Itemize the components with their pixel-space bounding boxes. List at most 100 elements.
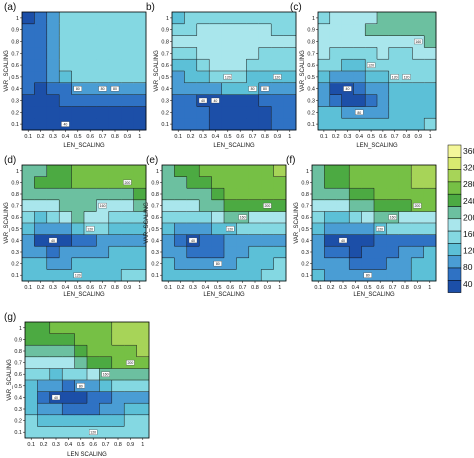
heat-cell xyxy=(374,165,387,177)
heat-cell xyxy=(99,322,113,334)
contour-label: 120 xyxy=(392,75,398,79)
heat-cell xyxy=(74,414,88,427)
heat-cell xyxy=(136,414,150,427)
heat-cell xyxy=(121,234,134,247)
heat-cell xyxy=(271,106,284,119)
heat-cell xyxy=(34,176,48,189)
heat-cell xyxy=(386,165,400,177)
heat-cell xyxy=(174,223,188,235)
colorbar-label: 160 xyxy=(463,229,474,239)
heat-cell xyxy=(84,234,97,247)
contour-label-box xyxy=(248,86,257,92)
heat-cell xyxy=(211,188,225,201)
y-ticks: 0.1 0.2 0.3 0.4 0.5 0.6 0.7 0.8 0.9 1 xyxy=(161,16,172,128)
y-tick-label: 1 xyxy=(16,16,19,22)
x-tick-label: 0.8 xyxy=(401,285,409,291)
heat-cell xyxy=(46,165,60,177)
x-tick-label: 0.2 xyxy=(37,134,45,140)
heat-cell xyxy=(84,188,97,201)
heat-cell xyxy=(377,59,390,72)
heat-cell xyxy=(336,188,350,201)
heat-cell xyxy=(46,23,60,36)
heat-cell xyxy=(186,176,200,189)
x-tick-label: 0.1 xyxy=(314,285,322,291)
heat-cell xyxy=(411,188,424,201)
heat-cell xyxy=(258,35,272,48)
heat-cell xyxy=(377,12,390,25)
heat-cell xyxy=(186,199,200,212)
heat-cell xyxy=(74,403,88,416)
heat-cell xyxy=(34,223,48,235)
heat-cell xyxy=(224,234,237,247)
x-tick-label: 0.8 xyxy=(403,134,411,140)
heat-cell xyxy=(84,94,97,107)
heat-cell xyxy=(283,118,297,131)
x-tick-label: 0.5 xyxy=(367,134,375,140)
heat-cell xyxy=(221,12,235,25)
heat-cell xyxy=(423,188,437,201)
heat-cell xyxy=(196,106,210,119)
heat-cell xyxy=(99,380,113,392)
heat-cell xyxy=(99,356,113,369)
y-ticks: 0.1 0.2 0.3 0.4 0.5 0.6 0.7 0.8 0.9 1 xyxy=(301,169,312,279)
heat-cell xyxy=(377,82,390,95)
heat-cell xyxy=(37,356,51,369)
y-ticks: 0.1 0.2 0.3 0.4 0.5 0.6 0.7 0.8 0.9 1 xyxy=(151,169,162,279)
heat-cell xyxy=(136,368,150,381)
heat-cell xyxy=(34,59,48,72)
panel-label: b) xyxy=(146,2,155,13)
heat-cell xyxy=(388,23,401,36)
colorbar-swatches xyxy=(447,144,462,293)
heat-cell xyxy=(411,176,424,189)
heat-cell xyxy=(234,71,247,84)
x-tick-label: 0.5 xyxy=(364,285,372,291)
x-tick-label: 0.8 xyxy=(114,442,122,448)
contour-label-box xyxy=(213,260,222,267)
heat-cell xyxy=(336,246,350,259)
heat-cell xyxy=(209,71,222,84)
heat-cell xyxy=(329,12,342,25)
y-tick-label: 0.9 xyxy=(11,28,19,34)
heat-cell xyxy=(224,211,237,224)
x-tick-label: 0.2 xyxy=(37,285,45,291)
heat-cell xyxy=(25,403,38,416)
heat-cell xyxy=(261,257,274,270)
y-axis-title: VAR_SCALING xyxy=(154,50,160,92)
heat-cell xyxy=(318,59,331,72)
heat-cell xyxy=(74,345,88,358)
contour-label: 160 xyxy=(390,216,396,220)
heat-cell xyxy=(111,356,125,369)
heat-cell xyxy=(336,165,350,177)
heat-cell xyxy=(172,118,185,131)
heat-cell xyxy=(133,257,147,270)
plot-frame xyxy=(21,164,147,282)
heatmap-g: 40 80 120 160 200 xyxy=(25,322,150,439)
heat-cell xyxy=(174,257,188,270)
x-tick-label: 0.9 xyxy=(414,285,422,291)
heat-cell xyxy=(374,176,387,189)
heat-cell xyxy=(62,345,75,358)
heat-cell xyxy=(423,223,437,235)
heat-cell xyxy=(111,414,125,427)
heat-cell xyxy=(324,234,338,247)
x-tick-label: 0.1 xyxy=(27,442,35,448)
contour-label: 80 xyxy=(366,274,370,278)
heatmap-e: 40 80 120 160 200 xyxy=(162,165,287,282)
heat-cell xyxy=(246,118,260,131)
y-tick-label: 0.5 xyxy=(151,227,159,233)
heat-cell xyxy=(248,188,262,201)
heat-cell xyxy=(261,165,274,177)
heat-cell xyxy=(59,82,72,95)
heat-cell xyxy=(209,82,222,95)
heat-cell xyxy=(365,35,378,48)
heat-cell xyxy=(133,82,147,95)
heat-cell xyxy=(121,12,134,25)
heat-cell xyxy=(234,118,247,131)
x-axis-title: LEN SCALING xyxy=(67,452,107,458)
colorbar-label: 40 xyxy=(463,279,473,289)
heat-cell xyxy=(25,391,38,404)
heat-cell xyxy=(246,106,260,119)
heat-cell xyxy=(224,176,237,189)
heat-cell xyxy=(423,234,437,247)
x-tick-label: 0.4 xyxy=(65,442,73,448)
